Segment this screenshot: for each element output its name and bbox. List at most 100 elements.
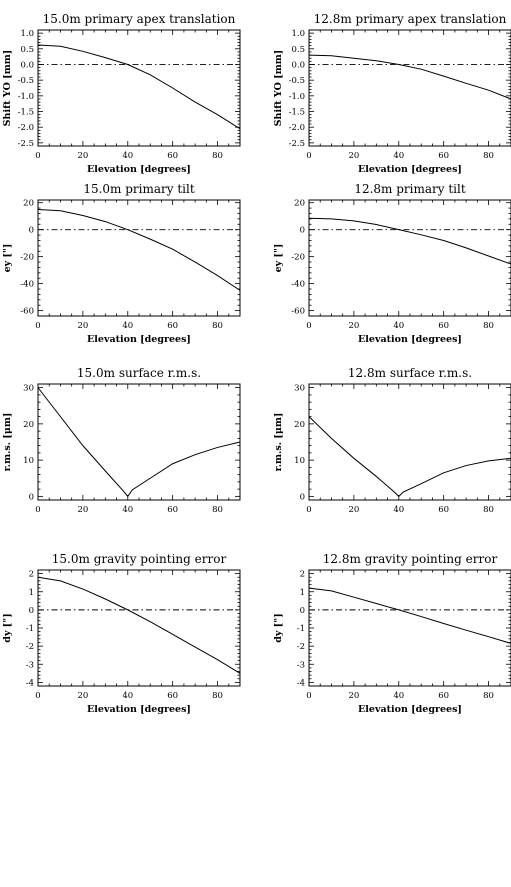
x-tick-label: 60 [438,691,449,701]
y-tick-label: 1 [300,588,305,598]
y-tick-label: -1.0 [289,92,305,102]
y-tick-label: 2 [300,570,305,580]
x-tick-label: 60 [167,151,178,161]
x-tick-label: 80 [483,505,494,515]
x-tick-label: 0 [306,505,311,515]
series-line-1 [37,208,241,291]
y-tick-label: -3 [26,660,34,670]
chart-panel-4: 12.8m primary tilt 0 20 40 60 80 20 0 -20 -40 -60 E… [273,182,511,345]
x-axis-label: Elevation [degrees] [358,704,462,715]
x-tick-label: 20 [348,321,359,331]
plot-frame [37,29,241,147]
y-tick-label: -20 [291,253,305,263]
x-tick-label: 80 [483,151,494,161]
x-axis-label: Elevation [degrees] [87,164,191,175]
plot-frame [37,383,241,501]
x-tick-label: 40 [393,321,404,331]
x-tick-label: 20 [348,151,359,161]
series-line-1 [308,217,511,265]
x-tick-label: 0 [306,151,311,161]
y-tick-label: -20 [20,253,34,263]
x-tick-label: 40 [122,321,133,331]
x-tick-label: 80 [212,691,223,701]
x-tick-label: 60 [167,321,178,331]
y-axis-label: dy ["] [2,613,13,642]
x-tick-label: 40 [122,505,133,515]
y-tick-label: 0.0 [20,60,34,70]
y-tick-label: -2.0 [289,123,305,133]
x-axis-label: Elevation [degrees] [87,704,191,715]
x-tick-label: 60 [167,691,178,701]
x-tick-label: 20 [77,321,88,331]
plot-frame [37,569,241,687]
y-axis-label: r.m.s. [μm] [2,413,13,472]
chart-panel-6: 12.8m surface r.m.s. 0 20 40 60 80 0 10 20 30 r.m.… [273,366,511,515]
y-tick-label: 0.5 [291,45,305,55]
chart-title: 12.8m gravity pointing error [323,552,498,566]
y-tick-label: 0.0 [291,60,305,70]
y-tick-label: -2.0 [18,123,34,133]
y-tick-label: 10 [294,456,305,466]
chart-title: 15.0m surface r.m.s. [77,366,201,380]
chart-title: 12.8m primary tilt [354,182,466,196]
x-tick-label: 80 [212,151,223,161]
y-tick-label: -0.5 [18,76,34,86]
y-tick-label: 0 [29,226,34,236]
x-tick-label: 80 [212,505,223,515]
y-axis-label: Shift YO [mm] [273,50,284,127]
y-tick-label: -60 [291,307,305,317]
series-line-1 [308,416,511,498]
y-tick-label: 10 [23,456,34,466]
y-tick-label: -1.5 [289,108,305,118]
y-axis-label: Shift YO [mm] [2,50,13,127]
y-tick-label: -4 [26,678,34,688]
y-tick-label: -1.0 [18,92,34,102]
x-tick-label: 20 [77,151,88,161]
x-tick-label: 60 [438,321,449,331]
y-axis-label: ey ["] [273,244,284,273]
plot-frame [37,199,241,317]
y-tick-label: 20 [23,199,34,209]
plot-frame [308,199,511,317]
chart-panel-3: 15.0m primary tilt 0 20 40 60 80 20 0 -20 -40 -60 E… [2,182,241,345]
x-tick-label: 20 [348,691,359,701]
y-tick-label: -2.5 [289,139,305,149]
x-axis-label: Elevation [degrees] [358,334,462,345]
x-tick-label: 0 [306,691,311,701]
y-tick-label: 1.0 [291,29,305,39]
y-tick-label: -40 [291,280,305,290]
y-tick-label: 30 [23,384,34,394]
x-tick-label: 80 [483,691,494,701]
plot-frame [308,383,511,501]
chart-panel-7: 15.0m gravity pointing error 0 20 40 60 80 2 1 0… [2,552,241,715]
series-line-1 [308,587,511,644]
y-tick-label: -40 [20,280,34,290]
y-tick-label: 0.5 [20,45,34,55]
y-axis-label: r.m.s. [μm] [273,413,284,472]
chart-title: 15.0m gravity pointing error [52,552,227,566]
x-tick-label: 80 [212,321,223,331]
y-axis-label: ey ["] [2,244,13,273]
x-axis-label: Elevation [degrees] [358,164,462,175]
series-line-1 [308,54,511,100]
chart-panel-1: 15.0m primary apex translation 0 20 40 60 80 1… [2,12,241,175]
y-tick-label: 0 [300,492,305,502]
y-tick-label: 1 [29,588,34,598]
y-tick-label: -2.5 [18,139,34,149]
x-tick-label: 0 [306,321,311,331]
x-tick-label: 40 [393,691,404,701]
chart-title: 12.8m primary apex translation [314,12,507,26]
x-tick-label: 0 [35,691,40,701]
x-tick-label: 40 [393,505,404,515]
series-line-1 [37,387,241,498]
y-tick-label: 0 [300,606,305,616]
plot-frame [308,569,511,687]
x-tick-label: 20 [77,505,88,515]
chart-panel-5: 15.0m surface r.m.s. 0 20 40 60 80 0 10 20 30 r.m.… [2,366,241,515]
y-axis-label: dy ["] [273,613,284,642]
x-tick-label: 60 [438,151,449,161]
y-tick-label: 1.0 [20,29,34,39]
x-tick-label: 80 [483,321,494,331]
x-tick-label: 0 [35,151,40,161]
y-tick-label: 2 [29,570,34,580]
